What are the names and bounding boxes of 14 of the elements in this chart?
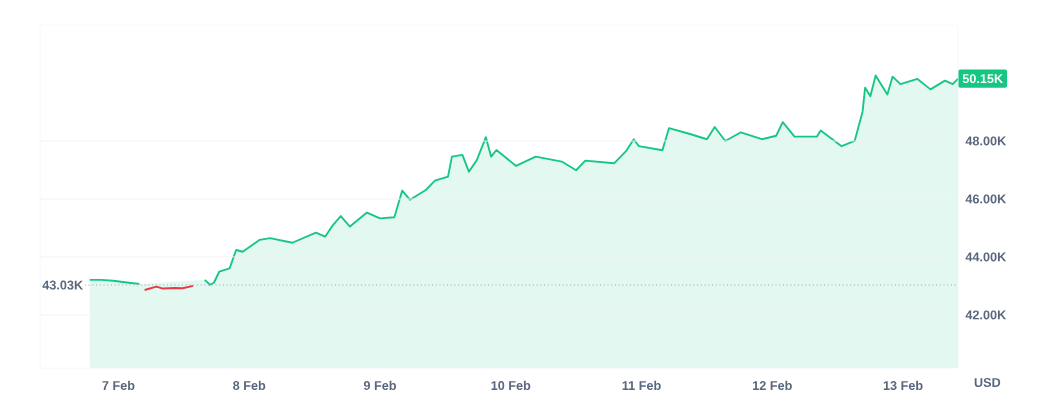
y-tick-label: 42.00K xyxy=(965,310,1007,320)
annotation: 50.15K xyxy=(962,74,1003,84)
y-tick-label: 46.00K xyxy=(965,194,1007,204)
x-tick-label: 9 Feb xyxy=(363,380,396,391)
y-tick-label: 44.00K xyxy=(965,252,1007,262)
x-tick-label: 13 Feb xyxy=(883,380,923,391)
ref-line-label: 43.03K xyxy=(42,280,83,290)
x-tick-label: 7 Feb xyxy=(102,380,135,391)
x-tick-label: 12 Feb xyxy=(753,380,792,391)
x-tick-label: 10 Feb xyxy=(491,380,531,391)
y-tick-label: 48.00K xyxy=(965,136,1007,146)
x-tick-label: 8 Feb xyxy=(233,380,266,391)
x-tick-label: 11 Feb xyxy=(622,380,661,391)
y-axis-title: USD xyxy=(974,378,1001,388)
